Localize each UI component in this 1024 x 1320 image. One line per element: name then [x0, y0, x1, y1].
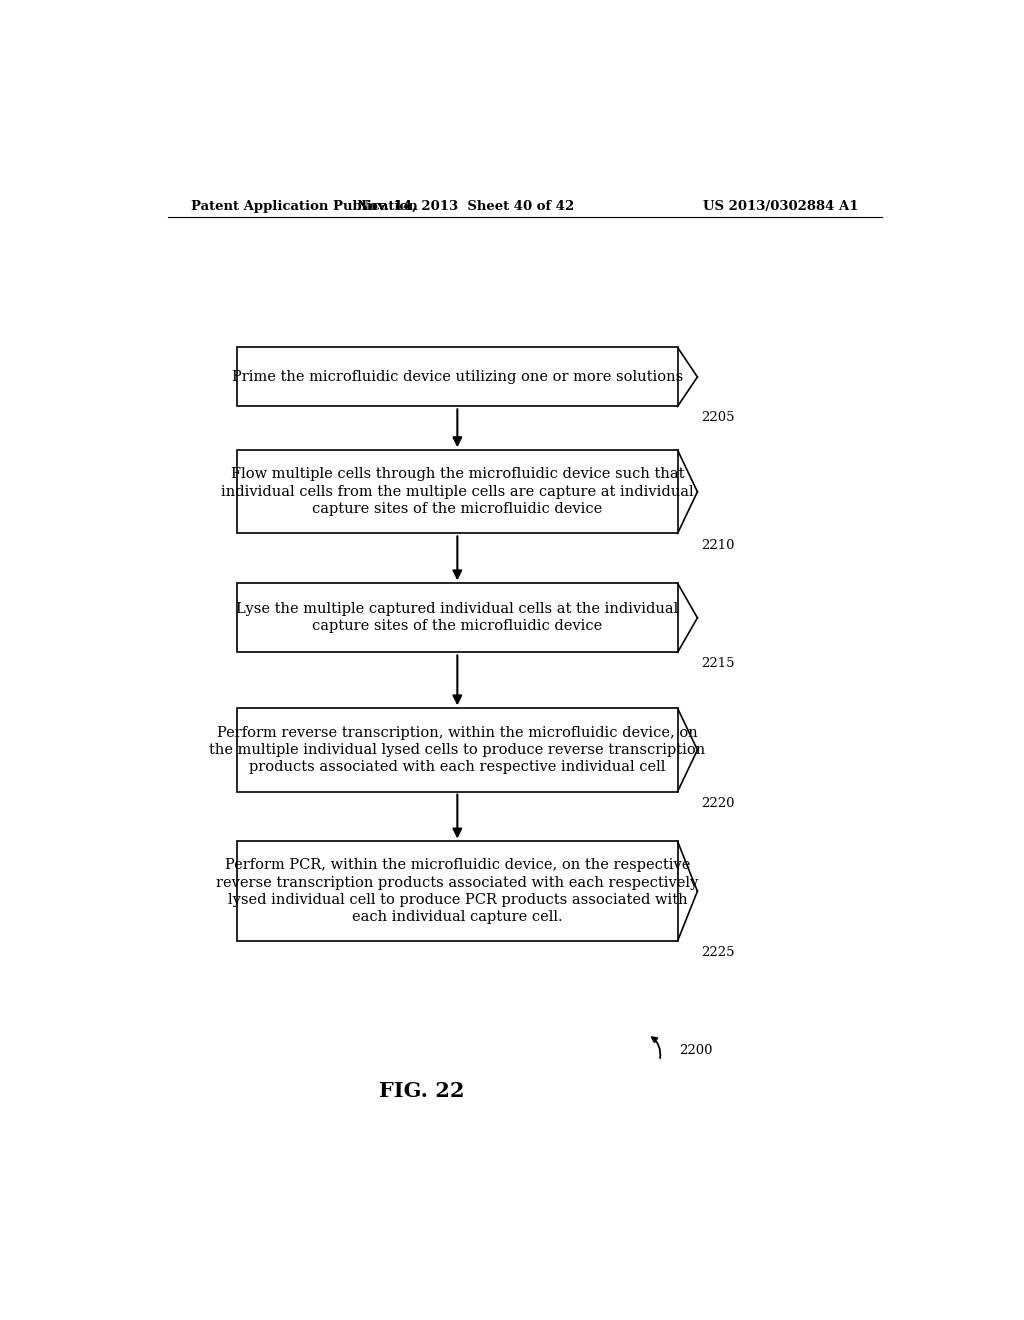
- Text: Perform PCR, within the microfluidic device, on the respective
reverse transcrip: Perform PCR, within the microfluidic dev…: [216, 858, 698, 924]
- Text: Lyse the multiple captured individual cells at the individual
capture sites of t: Lyse the multiple captured individual ce…: [237, 602, 679, 634]
- Text: 2205: 2205: [701, 412, 735, 425]
- Text: US 2013/0302884 A1: US 2013/0302884 A1: [702, 199, 858, 213]
- Text: 2215: 2215: [701, 657, 735, 671]
- Bar: [238, 450, 678, 533]
- Bar: [238, 709, 678, 792]
- Bar: [238, 583, 678, 652]
- Text: 2220: 2220: [701, 797, 735, 809]
- Text: 2210: 2210: [701, 539, 735, 552]
- Text: 2200: 2200: [680, 1044, 713, 1057]
- Text: 2225: 2225: [701, 946, 735, 960]
- Text: Flow multiple cells through the microfluidic device such that
individual cells f: Flow multiple cells through the microflu…: [221, 467, 693, 516]
- Text: Nov. 14, 2013  Sheet 40 of 42: Nov. 14, 2013 Sheet 40 of 42: [356, 199, 573, 213]
- Bar: [238, 841, 678, 941]
- Text: FIG. 22: FIG. 22: [379, 1081, 464, 1101]
- Text: Perform reverse transcription, within the microfluidic device, on
the multiple i: Perform reverse transcription, within th…: [209, 726, 706, 775]
- Text: Prime the microfluidic device utilizing one or more solutions: Prime the microfluidic device utilizing …: [231, 370, 683, 384]
- Bar: [238, 347, 678, 407]
- Text: Patent Application Publication: Patent Application Publication: [191, 199, 418, 213]
